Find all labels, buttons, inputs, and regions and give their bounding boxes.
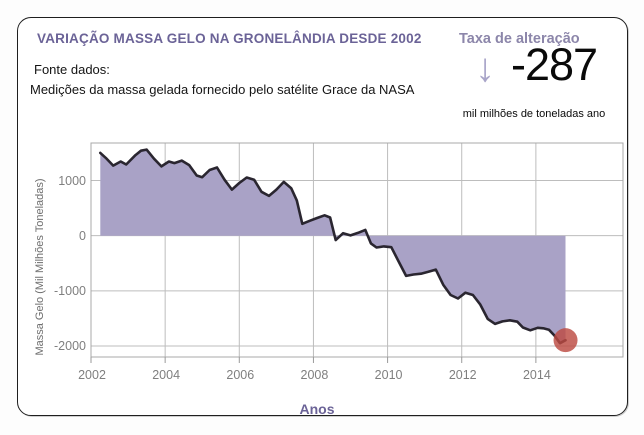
tick-marks-layer	[90, 357, 537, 363]
ice-mass-curve	[99, 148, 567, 345]
x-tick-label: 2008	[300, 368, 329, 382]
source-label: Fonte dados:	[34, 62, 110, 77]
latest-point-marker	[553, 328, 578, 353]
y-tick-label: -1000	[54, 283, 86, 298]
plot-border	[90, 142, 624, 358]
x-tick-label: 2014	[522, 368, 551, 382]
x-axis-title: Anos	[299, 401, 335, 417]
x-tick-label: 2010	[374, 368, 403, 382]
rate-of-change-label: Taxa de alteração	[459, 31, 580, 47]
rate-of-change-unit: mil milhões de toneladas ano	[462, 108, 606, 120]
source-description: Medições da massa gelada fornecido pelo …	[30, 82, 415, 97]
y-tick-label: 0	[79, 228, 86, 243]
area-fill	[100, 149, 566, 344]
page-title: VARIAÇÃO MASSA GELO NA GRONELÂNDIA DESDE…	[37, 31, 422, 46]
down-arrow-icon: ↓	[475, 46, 495, 90]
rate-of-change-value: -287	[511, 39, 598, 90]
x-tick-label: 2012	[448, 368, 477, 382]
x-tick-label: 2006	[226, 368, 255, 382]
y-tick-label: 1000	[58, 173, 86, 188]
x-tick-label: 2004	[152, 368, 181, 382]
y-tick-label: -2000	[54, 338, 86, 353]
x-tick-label: 2002	[78, 368, 106, 382]
